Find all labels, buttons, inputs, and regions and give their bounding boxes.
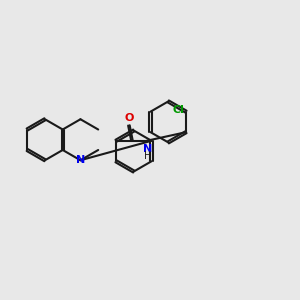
Text: H: H [144, 151, 151, 161]
Text: Cl: Cl [172, 105, 184, 115]
Text: O: O [124, 113, 134, 123]
Text: N: N [76, 155, 85, 165]
Text: N: N [142, 144, 152, 154]
